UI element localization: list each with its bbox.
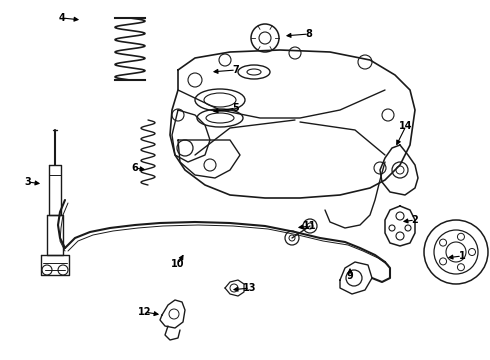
Text: 10: 10 <box>171 259 185 269</box>
Text: 2: 2 <box>412 215 418 225</box>
Text: 7: 7 <box>233 65 240 75</box>
Text: 3: 3 <box>24 177 31 187</box>
Text: 4: 4 <box>59 13 65 23</box>
Text: 8: 8 <box>306 29 313 39</box>
Text: 1: 1 <box>459 251 466 261</box>
Text: 6: 6 <box>132 163 138 173</box>
Text: 13: 13 <box>243 283 257 293</box>
Text: 14: 14 <box>399 121 413 131</box>
Text: 5: 5 <box>233 103 240 113</box>
Text: 12: 12 <box>138 307 152 317</box>
Text: 9: 9 <box>346 271 353 281</box>
Text: 11: 11 <box>303 221 317 231</box>
